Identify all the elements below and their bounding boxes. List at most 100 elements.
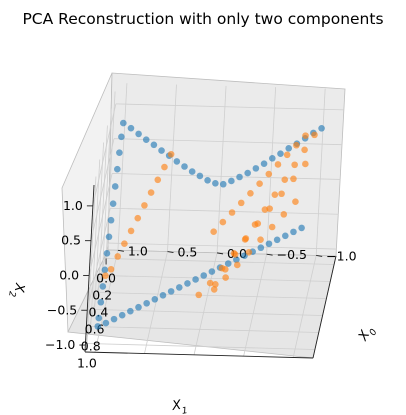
data-point [158, 147, 165, 154]
data-point [121, 240, 128, 248]
y-axis-label: X1 [170, 397, 188, 415]
data-point [147, 189, 155, 196]
data-point [302, 132, 309, 139]
data-point [102, 319, 110, 327]
grid-line-z [90, 138, 115, 241]
data-point [173, 158, 181, 165]
data-point [120, 119, 127, 127]
data-point [142, 136, 150, 144]
data-point [268, 155, 276, 162]
grid-line-z [92, 103, 117, 206]
data-point [257, 244, 265, 252]
data-point [230, 250, 238, 257]
grid-line-x [315, 88, 326, 256]
axis-lines [79, 184, 337, 359]
y-tick-label: 0.4 [88, 305, 108, 320]
data-point [290, 175, 297, 183]
grid-line-x [167, 84, 177, 252]
data-point [311, 131, 318, 139]
data-point [107, 265, 115, 273]
data-point [291, 161, 298, 169]
grid-line-y [101, 108, 112, 276]
grid-line-z [84, 242, 109, 346]
z-tick-label: 0.5 [61, 233, 81, 248]
data-point [103, 250, 111, 257]
data-point [273, 236, 281, 244]
pane-back-right [107, 72, 346, 257]
z-axis-label: X2 [6, 281, 27, 299]
data-point [150, 141, 158, 149]
series-1 [102, 131, 318, 299]
data-point [188, 168, 196, 175]
data-point [290, 228, 297, 236]
grid-line-y [90, 159, 101, 327]
data-point [118, 311, 126, 319]
data-point [212, 280, 219, 288]
x-tick-label: 0.5 [177, 245, 197, 260]
data-point [318, 124, 325, 132]
data-point [268, 223, 276, 231]
scatter-points [94, 119, 325, 330]
data-point [110, 315, 118, 323]
z-tick-label: 0.0 [59, 267, 79, 282]
x-tick-mark [117, 249, 124, 252]
data-point [233, 256, 240, 263]
grid-line-y [98, 125, 108, 293]
data-point [141, 202, 148, 209]
grid-line-z [86, 208, 111, 311]
grid-line-z [115, 103, 344, 111]
grid-line-x [144, 251, 168, 354]
data-point [218, 264, 226, 272]
data-point [277, 150, 284, 157]
data-point [252, 165, 260, 172]
data-point [210, 286, 218, 293]
x-tick-mark [316, 255, 323, 257]
data-point [298, 224, 305, 232]
data-point [181, 163, 188, 170]
data-point [224, 260, 232, 267]
data-point [206, 279, 214, 287]
data-point [280, 211, 288, 218]
data-point [236, 173, 243, 181]
data-point [111, 183, 119, 190]
x-tick-mark [216, 252, 224, 255]
x-tick-mark [167, 251, 174, 254]
data-point [192, 276, 199, 283]
grid-line-z [110, 207, 339, 215]
y-tick-label: 0.8 [81, 339, 101, 354]
x-tick-label: 1.0 [128, 243, 148, 258]
grid-line-z [88, 173, 113, 276]
data-point [105, 233, 113, 241]
data-point [151, 295, 159, 303]
data-point [175, 284, 183, 291]
data-point [271, 191, 279, 198]
y-tick-label: 0.6 [85, 322, 105, 337]
x-axis-label: X0 [355, 323, 379, 346]
data-point [127, 124, 135, 132]
data-point [200, 272, 208, 279]
data-point [114, 253, 122, 260]
data-point [159, 292, 167, 299]
grid-line-y [86, 176, 97, 344]
chart-title: PCA Reconstruction with only two compone… [22, 10, 383, 28]
data-point [135, 130, 142, 138]
z-tick-label: −1.0 [45, 337, 75, 352]
data-point [118, 133, 125, 141]
data-point [233, 261, 241, 269]
grid-line-y [106, 258, 335, 265]
data-point [196, 172, 204, 180]
data-point [167, 288, 175, 295]
data-point [228, 209, 236, 216]
data-point [282, 232, 289, 240]
data-point [210, 228, 217, 236]
grid-line-y [98, 292, 327, 299]
grid-line-x [266, 87, 277, 255]
data-point [95, 314, 103, 322]
z-tick-label: −0.5 [47, 302, 77, 317]
data-point [265, 170, 273, 178]
data-point [292, 198, 299, 206]
data-point [260, 160, 268, 168]
data-point [97, 298, 105, 306]
series-0 [94, 119, 325, 330]
